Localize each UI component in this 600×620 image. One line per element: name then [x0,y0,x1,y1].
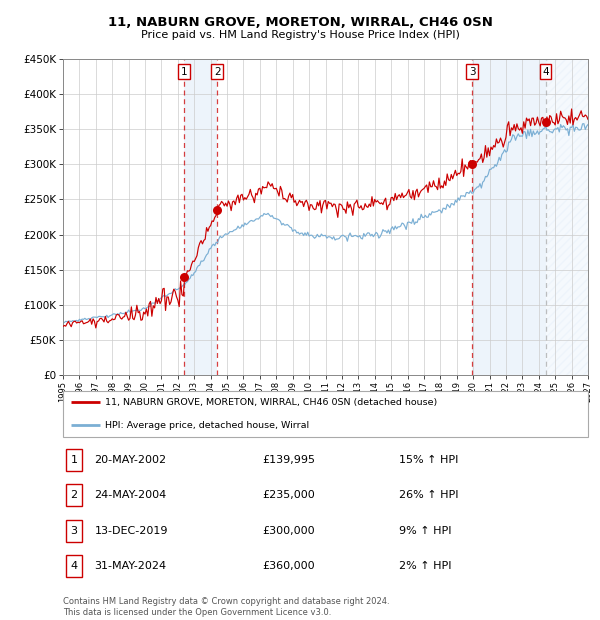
Text: £360,000: £360,000 [263,561,315,571]
FancyBboxPatch shape [65,484,82,507]
Text: £235,000: £235,000 [263,490,315,500]
Bar [184,59,217,375]
Text: Contains HM Land Registry data © Crown copyright and database right 2024.
This d: Contains HM Land Registry data © Crown c… [63,598,389,617]
Text: 1: 1 [71,455,77,465]
Text: HPI: Average price, detached house, Wirral: HPI: Average price, detached house, Wirr… [105,421,309,430]
Text: 11, NABURN GROVE, MORETON, WIRRAL, CH46 0SN: 11, NABURN GROVE, MORETON, WIRRAL, CH46 … [107,16,493,29]
Text: 2% ↑ HPI: 2% ↑ HPI [399,561,452,571]
Text: 11, NABURN GROVE, MORETON, WIRRAL, CH46 0SN (detached house): 11, NABURN GROVE, MORETON, WIRRAL, CH46 … [105,397,437,407]
Text: Price paid vs. HM Land Registry's House Price Index (HPI): Price paid vs. HM Land Registry's House … [140,30,460,40]
Text: 2: 2 [70,490,77,500]
Text: 4: 4 [542,67,549,77]
Text: 3: 3 [469,67,476,77]
Bar [545,59,588,375]
FancyBboxPatch shape [65,556,82,577]
Text: 31-MAY-2024: 31-MAY-2024 [95,561,167,571]
Text: 15% ↑ HPI: 15% ↑ HPI [399,455,458,465]
FancyBboxPatch shape [65,449,82,471]
FancyBboxPatch shape [65,520,82,542]
Text: 20-MAY-2002: 20-MAY-2002 [95,455,167,465]
Bar [472,59,545,375]
Text: 9% ↑ HPI: 9% ↑ HPI [399,526,452,536]
Text: £300,000: £300,000 [263,526,315,536]
Text: 13-DEC-2019: 13-DEC-2019 [95,526,168,536]
Text: 1: 1 [181,67,187,77]
Text: £139,995: £139,995 [263,455,316,465]
Text: 3: 3 [71,526,77,536]
Text: 26% ↑ HPI: 26% ↑ HPI [399,490,458,500]
Text: 24-MAY-2004: 24-MAY-2004 [95,490,167,500]
Text: 2: 2 [214,67,221,77]
Text: 4: 4 [70,561,77,571]
